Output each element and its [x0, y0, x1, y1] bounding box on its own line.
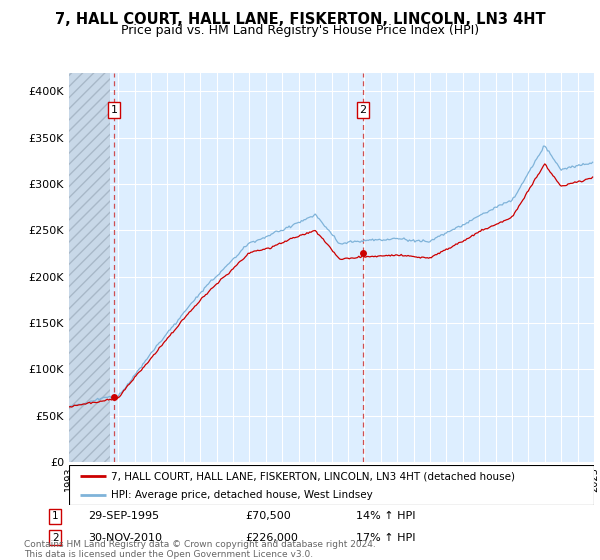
Polygon shape [69, 73, 110, 462]
Text: HPI: Average price, detached house, West Lindsey: HPI: Average price, detached house, West… [111, 490, 373, 500]
Text: Price paid vs. HM Land Registry's House Price Index (HPI): Price paid vs. HM Land Registry's House … [121, 24, 479, 36]
Text: 7, HALL COURT, HALL LANE, FISKERTON, LINCOLN, LN3 4HT: 7, HALL COURT, HALL LANE, FISKERTON, LIN… [55, 12, 545, 27]
Text: 1: 1 [110, 105, 118, 115]
Text: Contains HM Land Registry data © Crown copyright and database right 2024.
This d: Contains HM Land Registry data © Crown c… [24, 540, 376, 559]
Text: £70,500: £70,500 [246, 511, 292, 521]
Text: 7, HALL COURT, HALL LANE, FISKERTON, LINCOLN, LN3 4HT (detached house): 7, HALL COURT, HALL LANE, FISKERTON, LIN… [111, 471, 515, 481]
Text: 1: 1 [52, 511, 59, 521]
Text: 2: 2 [359, 105, 367, 115]
Text: 30-NOV-2010: 30-NOV-2010 [88, 533, 163, 543]
FancyBboxPatch shape [69, 465, 594, 505]
Text: 17% ↑ HPI: 17% ↑ HPI [356, 533, 416, 543]
Text: £226,000: £226,000 [246, 533, 299, 543]
Text: 14% ↑ HPI: 14% ↑ HPI [356, 511, 416, 521]
Text: 29-SEP-1995: 29-SEP-1995 [88, 511, 160, 521]
Text: 2: 2 [52, 533, 59, 543]
